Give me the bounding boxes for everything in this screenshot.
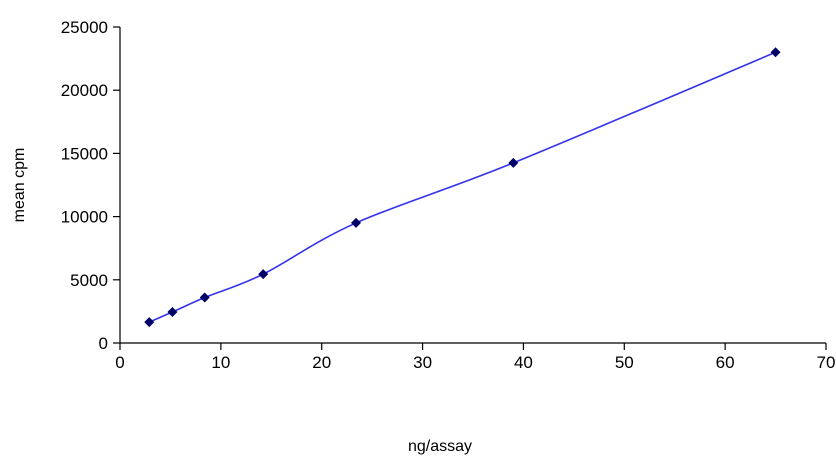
y-tick-label-2: 10000 bbox=[61, 208, 108, 227]
y-tick-label-4: 20000 bbox=[61, 81, 108, 100]
data-point-0 bbox=[144, 317, 155, 328]
x-tick-label-7: 70 bbox=[817, 353, 836, 372]
x-tick-label-2: 20 bbox=[312, 353, 331, 372]
x-ticks: 0 10 20 30 40 50 60 70 bbox=[115, 343, 835, 372]
data-point-5 bbox=[508, 157, 519, 168]
x-tick-label-0: 0 bbox=[115, 353, 124, 372]
data-point-6 bbox=[770, 47, 781, 58]
series-line bbox=[148, 51, 776, 323]
x-tick-label-3: 30 bbox=[413, 353, 432, 372]
y-tick-label-0: 0 bbox=[99, 334, 108, 353]
data-point-3 bbox=[258, 269, 269, 280]
data-markers bbox=[144, 47, 781, 328]
y-tick-label-1: 5000 bbox=[70, 271, 108, 290]
y-axis-title: mean cpm bbox=[11, 148, 28, 223]
x-tick-label-6: 60 bbox=[716, 353, 735, 372]
y-tick-label-5: 25000 bbox=[61, 18, 108, 37]
x-tick-label-1: 10 bbox=[211, 353, 230, 372]
axes bbox=[119, 27, 826, 344]
x-axis-title: ng/assay bbox=[408, 438, 472, 455]
x-tick-label-4: 40 bbox=[514, 353, 533, 372]
x-tick-label-5: 50 bbox=[615, 353, 634, 372]
data-point-2 bbox=[199, 292, 210, 303]
data-point-1 bbox=[167, 307, 178, 318]
y-ticks: 0 5000 10000 15000 20000 25000 bbox=[61, 18, 120, 353]
y-tick-label-3: 15000 bbox=[61, 144, 108, 163]
data-point-4 bbox=[351, 217, 362, 228]
